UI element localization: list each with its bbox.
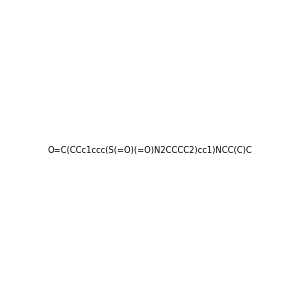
- Text: O=C(CCc1ccc(S(=O)(=O)N2CCCC2)cc1)NCC(C)C: O=C(CCc1ccc(S(=O)(=O)N2CCCC2)cc1)NCC(C)C: [48, 146, 252, 154]
